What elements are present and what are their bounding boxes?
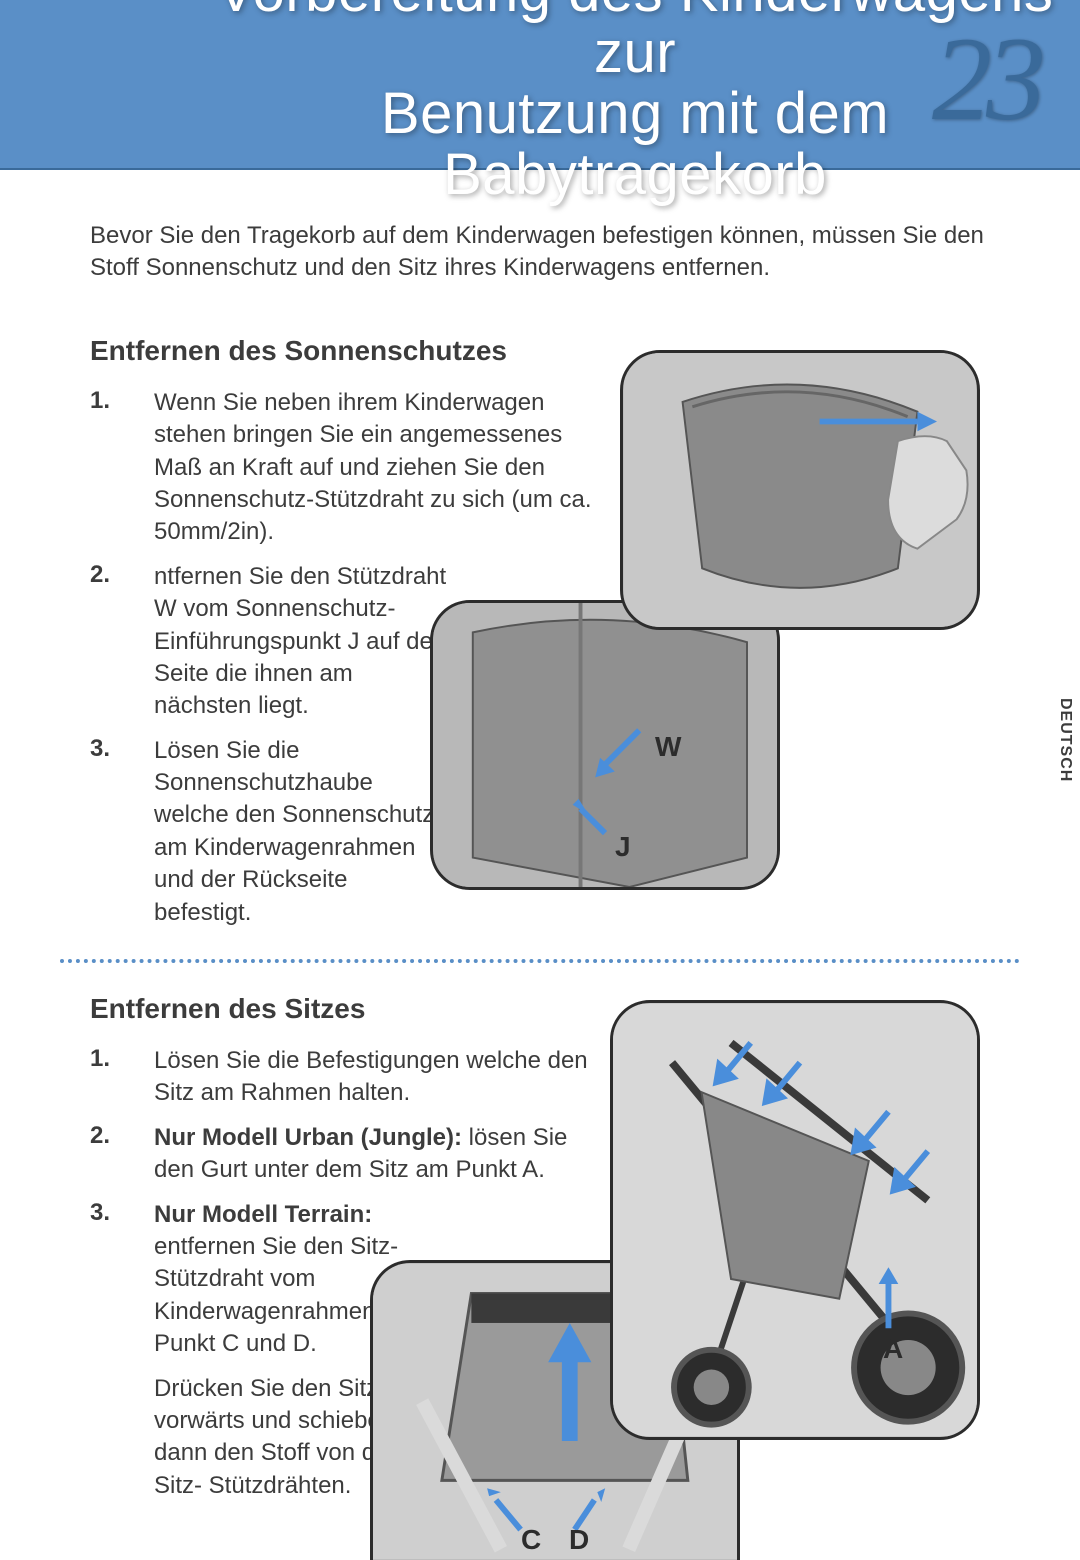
figure-label-d: D <box>569 1524 589 1556</box>
list-item: 3. Lösen Sie die Sonnenschutzhaube welch… <box>90 735 450 929</box>
step-text: Wenn Sie neben ihrem Kinderwagen stehen … <box>154 387 610 549</box>
list-item: 1. Lösen Sie die Befestigungen welche de… <box>90 1045 610 1110</box>
figure-label-a: A <box>883 1333 903 1365</box>
step-number: 2. <box>90 561 154 723</box>
title-line-1: Vorbereitung des Kinderwagens zur <box>217 0 1054 85</box>
illustration-stroller: A <box>610 1000 980 1440</box>
section-divider <box>60 959 1020 963</box>
figure-label-c: C <box>521 1524 541 1556</box>
step-text: Lösen Sie die Befestigungen welche den S… <box>154 1045 610 1110</box>
list-item: 1. Wenn Sie neben ihrem Kinderwagen steh… <box>90 387 610 549</box>
page-header: Vorbereitung des Kinderwagens zur Benutz… <box>0 0 1080 170</box>
list-item: 2. ntfernen Sie den Stützdraht W vom Son… <box>90 561 450 723</box>
step-number: 3. <box>90 1199 154 1361</box>
step-text: Nur Modell Urban (Jungle): lösen Sie den… <box>154 1122 610 1187</box>
step-bold: Nur Modell Urban (Jungle): <box>154 1124 469 1151</box>
figure-label-w: W <box>655 731 681 763</box>
step-text: ntfernen Sie den Stützdraht W vom Sonnen… <box>154 561 450 723</box>
step-number: 2. <box>90 1122 154 1187</box>
list-item: 2. Nur Modell Urban (Jungle): lösen Sie … <box>90 1122 610 1187</box>
figure-label-j: J <box>615 831 631 863</box>
illustration-sunshade-side: W J <box>430 600 780 890</box>
intro-text: Bevor Sie den Tragekorb auf dem Kinderwa… <box>90 220 990 285</box>
step-number: 1. <box>90 1045 154 1110</box>
page-number: 23 <box>932 10 1040 148</box>
step-bold: Nur Modell Terrain: <box>154 1201 372 1228</box>
illustration-sunshade-top <box>620 350 980 630</box>
step-text: Lösen Sie die Sonnenschutzhaube welche d… <box>154 735 450 929</box>
step-number: 3. <box>90 735 154 929</box>
step-number: 1. <box>90 387 154 549</box>
